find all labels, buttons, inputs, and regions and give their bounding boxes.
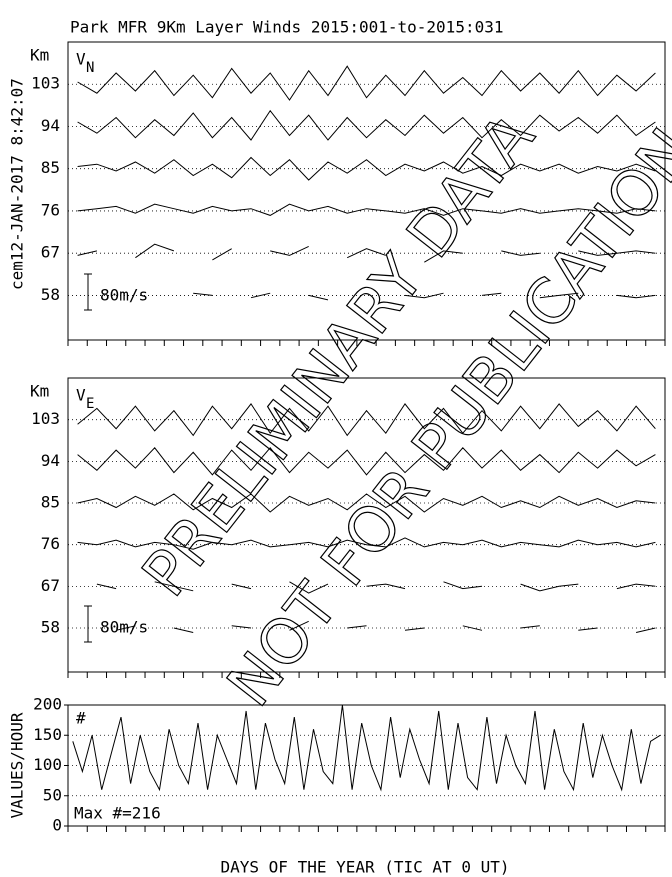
scale-label: 80m/s — [100, 286, 148, 305]
y-tick-label: 85 — [41, 493, 60, 512]
y-tick-label: 85 — [41, 158, 60, 177]
y-tick-label: 0 — [52, 816, 62, 835]
y-tick-label: 76 — [41, 534, 60, 553]
wind-trace — [77, 243, 656, 263]
wind-trace — [77, 493, 656, 513]
y-tick-label: 100 — [33, 755, 62, 774]
y-tick-label: 150 — [33, 725, 62, 744]
wind-trace — [193, 292, 656, 301]
panel-sub: E — [86, 396, 94, 412]
y-tick-label: 103 — [31, 409, 60, 428]
panel-label: V — [76, 50, 86, 69]
wind-trace — [77, 403, 656, 437]
x-axis-label: DAYS OF THE YEAR (TIC AT 0 UT) — [221, 858, 510, 877]
y-tick-label: 76 — [41, 200, 60, 219]
y-tick-label: 103 — [31, 74, 60, 93]
y-tick-label: 58 — [41, 618, 60, 637]
y-tick-label: 50 — [43, 785, 62, 804]
max-note: Max #=216 — [74, 804, 161, 823]
y-tick-label: 94 — [41, 116, 60, 135]
timestamp: cem12-JAN-2017 8:42:07 — [8, 78, 27, 290]
y-axis-label: VALUES/HOUR — [8, 712, 27, 818]
wind-trace — [77, 447, 656, 476]
y-tick-label: 200 — [33, 695, 62, 714]
panel-label: V — [76, 386, 86, 405]
wind-trace — [77, 109, 656, 141]
wind-trace — [96, 581, 656, 594]
panel-sub: N — [86, 60, 94, 76]
marker-label: # — [76, 709, 86, 728]
y-tick-label: 58 — [41, 285, 60, 304]
y-unit: Km — [30, 382, 49, 401]
wind-trace — [77, 65, 656, 101]
y-tick-label: 94 — [41, 451, 60, 470]
wind-trace — [77, 203, 656, 216]
wind-trace — [77, 156, 656, 181]
y-unit: Km — [30, 46, 49, 65]
count-line — [72, 704, 661, 792]
chart-title: Park MFR 9Km Layer Winds 2015:001-to-201… — [70, 18, 503, 37]
wind-trace — [77, 537, 656, 550]
wind-trace — [115, 620, 656, 633]
plot-frame — [67, 377, 666, 673]
y-tick-label: 67 — [41, 243, 60, 262]
plot-frame — [67, 41, 666, 341]
y-tick-label: 67 — [41, 576, 60, 595]
scale-label: 80m/s — [100, 618, 148, 637]
